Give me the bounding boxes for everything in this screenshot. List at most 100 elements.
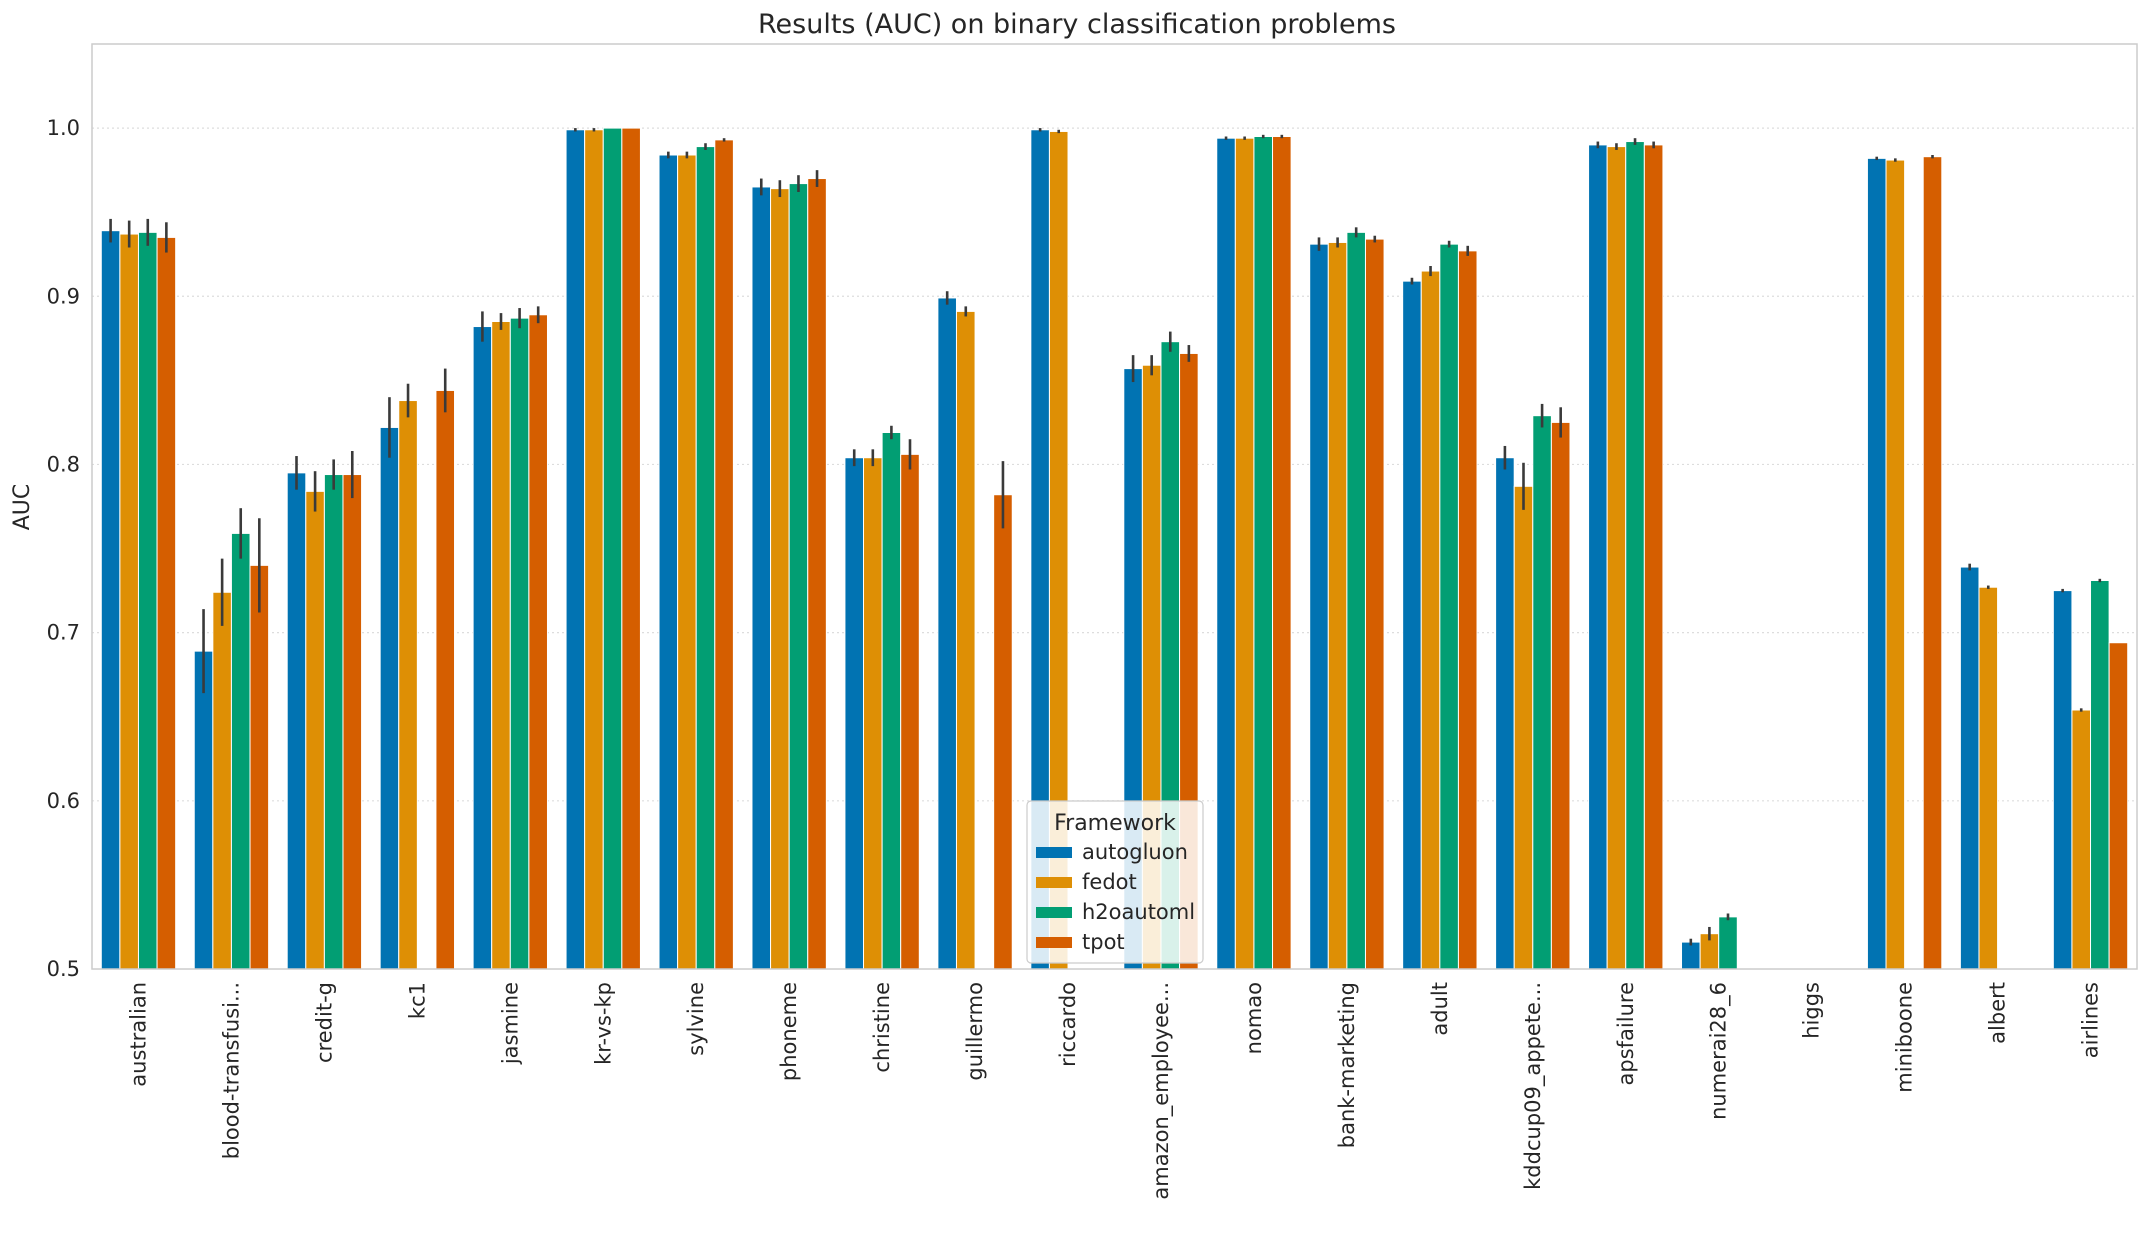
x-tick-label: kr-vs-kp — [591, 982, 615, 1065]
bar-h2oautoml — [2090, 580, 2110, 970]
bar-tpot — [1364, 238, 1385, 970]
legend-swatch-h2oautoml — [1036, 907, 1072, 918]
bar-tpot — [714, 139, 734, 970]
bar-fedot — [305, 490, 325, 970]
bar-autogluon — [1402, 280, 1422, 970]
bar-autogluon — [1681, 941, 1701, 970]
bar-autogluon — [286, 472, 307, 970]
bar-h2oautoml — [602, 127, 623, 970]
bar-fedot — [677, 154, 697, 970]
bar-fedot — [2071, 709, 2092, 970]
x-tick-label: numerai28_6 — [1707, 982, 1732, 1120]
legend-title: Framework — [1054, 811, 1176, 836]
bar-h2oautoml — [323, 474, 344, 970]
legend-label-h2oautoml: h2oautoml — [1082, 900, 1195, 924]
bar-autogluon — [844, 457, 865, 970]
bar-tpot — [1643, 144, 1664, 970]
x-tick-label: kc1 — [405, 982, 429, 1019]
bar-fedot — [863, 457, 883, 970]
x-tick-label: jasmine — [498, 982, 522, 1065]
bar-tpot — [1550, 421, 1571, 970]
y-tick-label: 0.8 — [47, 452, 80, 476]
bar-h2oautoml — [1718, 916, 1738, 970]
bar-h2oautoml — [1439, 243, 1459, 970]
x-tick-label: adult — [1428, 982, 1452, 1036]
error-bars — [109, 128, 2102, 946]
x-tick-label: kddcup09_appete... — [1521, 982, 1546, 1190]
bar-fedot — [1327, 241, 1348, 970]
x-tick-labels: australian blood-transfusi... credit-g kc1 j… — [126, 982, 2102, 1200]
bar-autogluon — [1216, 137, 1236, 970]
y-axis-label: AUC — [10, 484, 35, 531]
bar-h2oautoml — [788, 183, 809, 970]
bar-autogluon — [751, 186, 772, 970]
y-tick-labels: 0.5 0.6 0.7 0.8 0.9 1.0 — [47, 116, 80, 981]
bar-fedot — [1978, 586, 1999, 970]
bar-fedot — [1420, 270, 1441, 970]
bar-fedot — [770, 188, 790, 970]
bar-h2oautoml — [695, 146, 716, 970]
bar-h2oautoml — [1625, 141, 1645, 970]
legend-label-autogluon: autogluon — [1082, 840, 1188, 864]
x-tick-label: bank-marketing — [1335, 982, 1359, 1148]
x-tick-label: amazon_employee... — [1149, 982, 1174, 1200]
x-tick-label: australian — [126, 982, 150, 1087]
bar-tpot — [807, 178, 827, 970]
bar-fedot — [212, 591, 232, 970]
bar-fedot — [1513, 485, 1534, 970]
bars — [100, 127, 2129, 970]
bar-autogluon — [658, 154, 679, 970]
x-tick-label: higgs — [1800, 982, 1824, 1039]
bar-h2oautoml — [509, 317, 530, 970]
x-tick-label: miniboone — [1893, 982, 1917, 1093]
bar-tpot — [1272, 136, 1292, 970]
bar-autogluon — [100, 230, 121, 970]
bar-fedot — [1234, 137, 1255, 970]
bar-autogluon — [379, 426, 400, 970]
legend-swatch-tpot — [1036, 937, 1072, 948]
y-tick-label: 0.7 — [47, 621, 80, 645]
legend-swatch-autogluon — [1036, 847, 1072, 858]
bar-autogluon — [565, 129, 586, 970]
bar-tpot — [1922, 156, 1943, 970]
bar-fedot — [1885, 159, 1906, 970]
y-tick-label: 1.0 — [47, 116, 80, 140]
bar-tpot — [249, 564, 270, 970]
x-tick-label: airlines — [2079, 982, 2103, 1058]
bar-fedot — [584, 129, 604, 970]
y-tick-label: 0.5 — [47, 957, 80, 981]
bar-h2oautoml — [1346, 231, 1366, 970]
legend: Framework autogluon fedot h2oautoml tpot — [1026, 800, 1204, 964]
x-tick-label: phoneme — [777, 982, 801, 1081]
legend-swatch-fedot — [1036, 877, 1072, 888]
bar-fedot — [1606, 146, 1627, 970]
bar-autogluon — [2052, 590, 2073, 970]
bar-tpot — [993, 494, 1013, 970]
bar-fedot — [955, 310, 976, 970]
grid-lines — [92, 127, 2137, 802]
bar-autogluon — [937, 297, 957, 970]
y-tick-label: 0.9 — [47, 284, 80, 308]
bar-tpot — [621, 127, 641, 970]
bar-tpot — [342, 474, 363, 970]
bar-fedot — [398, 400, 418, 970]
x-tick-label: apsfailure — [1614, 982, 1638, 1085]
bar-tpot — [528, 314, 548, 970]
x-tick-label: christine — [870, 982, 894, 1073]
plot-frame — [91, 43, 2138, 970]
bar-fedot — [119, 233, 139, 970]
bar-tpot — [2108, 642, 2129, 970]
bar-autogluon — [472, 326, 493, 970]
bar-h2oautoml — [230, 532, 251, 970]
x-tick-label: sylvine — [684, 982, 708, 1056]
bar-h2oautoml — [1532, 415, 1552, 970]
bar-tpot — [156, 236, 177, 970]
bar-autogluon — [1309, 243, 1329, 970]
bar-autogluon — [1588, 144, 1608, 970]
x-tick-label: guillermo — [963, 982, 987, 1081]
bar-h2oautoml — [137, 231, 158, 970]
x-tick-label: blood-transfusi... — [219, 982, 243, 1159]
x-tick-label: nomao — [1242, 982, 1266, 1054]
bar-tpot — [435, 389, 456, 970]
